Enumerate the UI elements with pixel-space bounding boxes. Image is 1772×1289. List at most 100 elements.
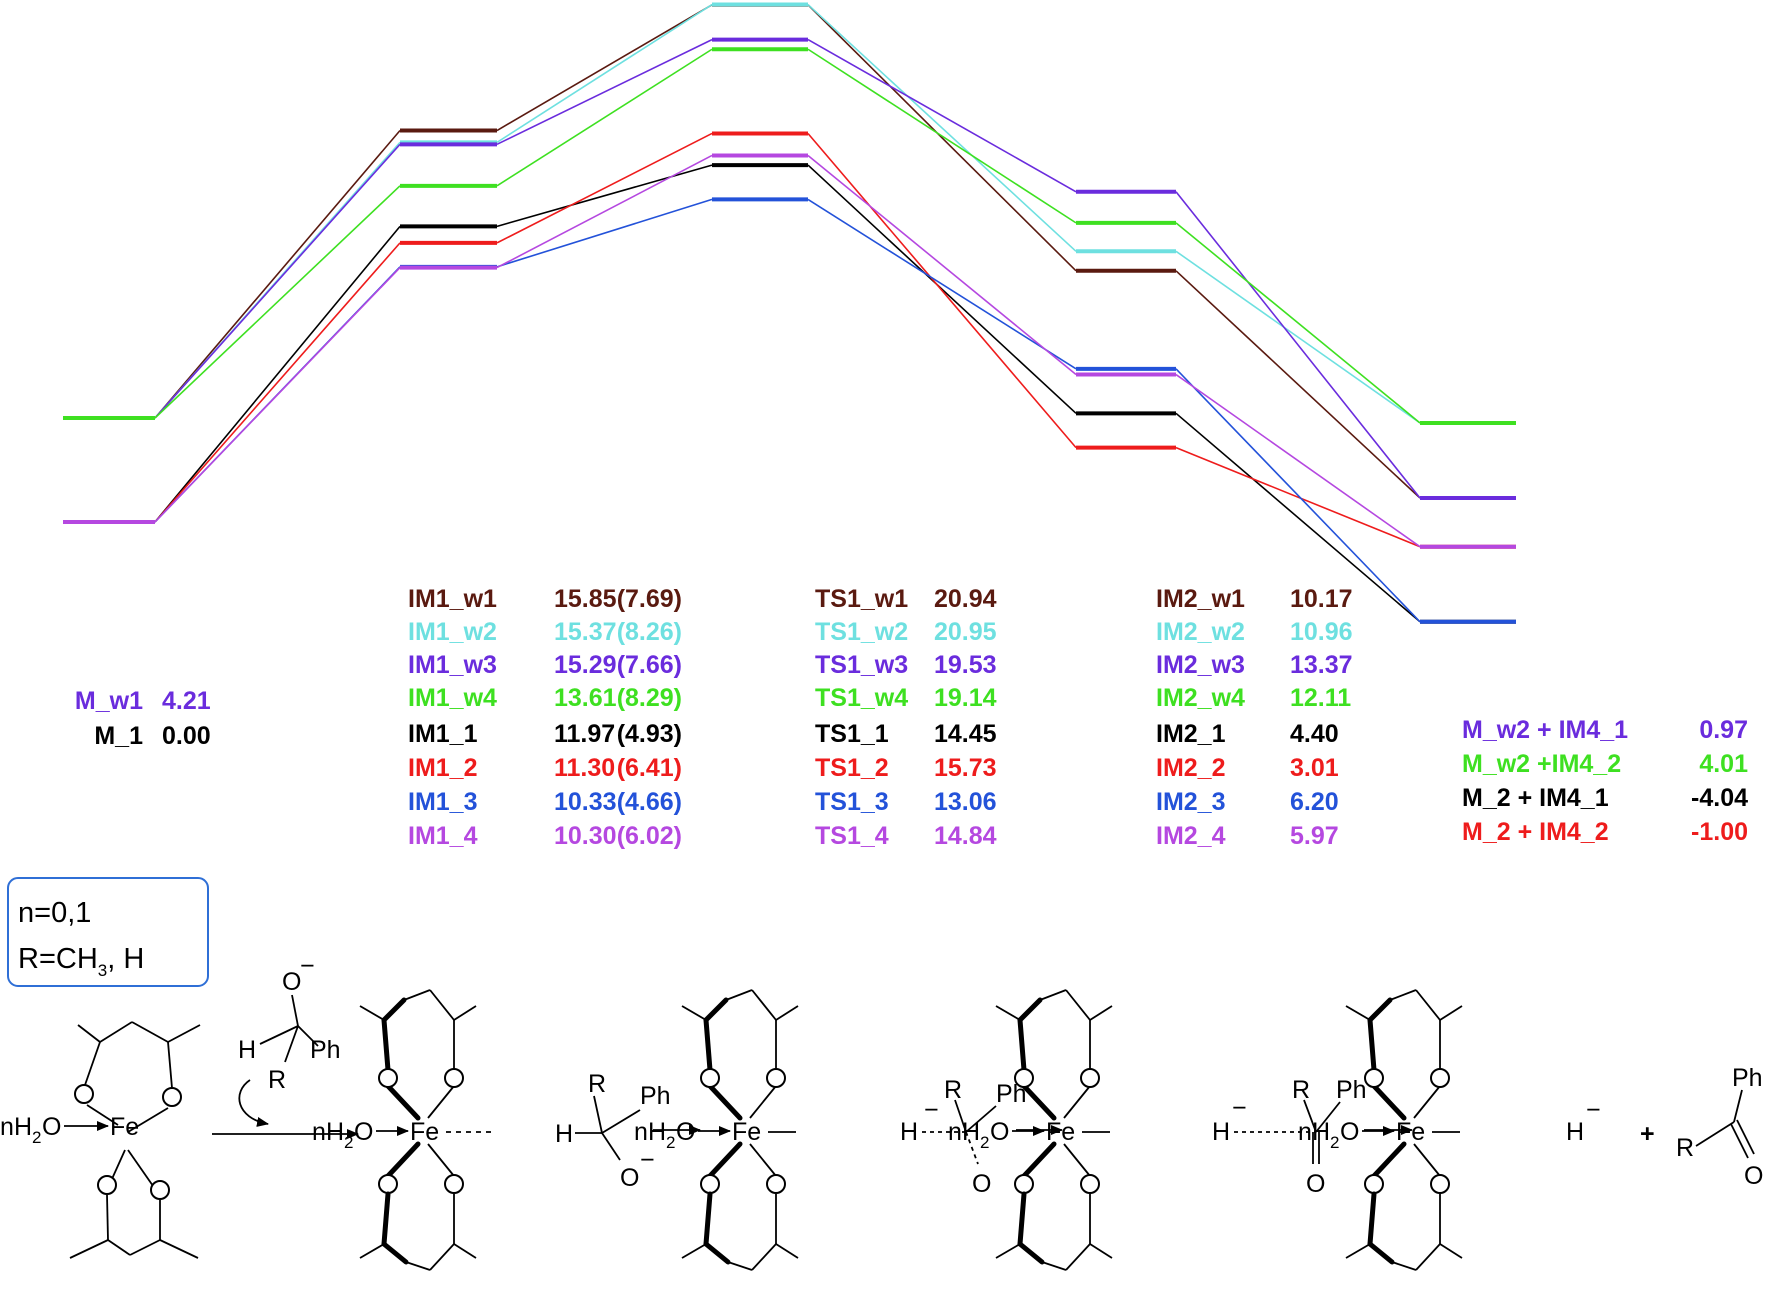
scheme-complexes: n H 2 O Fe n H 2 O Fe n H 2 O Fe n H 2 O Fe bbox=[312, 989, 1463, 1271]
structure-ts1-substrate: H − R Ph O bbox=[900, 1076, 1027, 1198]
svg-text:2: 2 bbox=[666, 1133, 675, 1152]
label-ts1-value: 20.94 bbox=[934, 585, 997, 613]
structure-m-complex: n H 2 O Fe bbox=[0, 1021, 201, 1259]
svg-text:H: H bbox=[648, 1118, 666, 1146]
label-im2-name: IM2_4 bbox=[1156, 822, 1226, 850]
structure-im2-substrate: H − R Ph O bbox=[1212, 1076, 1367, 1198]
label-ts1-name: TS1_3 bbox=[815, 788, 889, 816]
structure-product: H − + R Ph O bbox=[1566, 1064, 1763, 1190]
svg-text:O: O bbox=[1744, 1162, 1763, 1190]
connector-p4-1 bbox=[496, 154, 713, 269]
connector-p4-2 bbox=[807, 154, 1077, 376]
svg-text:O: O bbox=[1340, 1118, 1359, 1146]
connector-w2-1 bbox=[496, 3, 713, 144]
label-im1-value: 13.61 bbox=[554, 684, 617, 712]
svg-text:R: R bbox=[588, 1070, 606, 1098]
svg-text:H: H bbox=[14, 1113, 32, 1141]
label-ts1-value: 14.84 bbox=[934, 822, 997, 850]
label-im1-paren: (8.29) bbox=[617, 684, 682, 712]
structure-alkoxide-reactant: O − H Ph R bbox=[238, 952, 341, 1127]
label-ts1-name: TS1_4 bbox=[815, 822, 889, 850]
svg-text:O: O bbox=[1306, 1170, 1325, 1198]
label-im1-name: IM1_1 bbox=[408, 720, 478, 748]
label-ts1-name: TS1_w1 bbox=[815, 585, 908, 613]
label-m-value: 4.21 bbox=[162, 687, 211, 715]
svg-text:H: H bbox=[900, 1118, 918, 1146]
label-im1-paren: (4.93) bbox=[617, 720, 682, 748]
label-im1-name: IM1_w3 bbox=[408, 651, 497, 679]
label-im1-name: IM1_w2 bbox=[408, 618, 497, 646]
label-ts1-name: TS1_w4 bbox=[815, 684, 908, 712]
label-im1-value: 11.30 bbox=[554, 754, 615, 782]
label-im2-value: 10.17 bbox=[1290, 585, 1353, 613]
label-ts1-value: 13.06 bbox=[934, 788, 997, 816]
label-product-name: M_2 + IM4_2 bbox=[1462, 818, 1609, 846]
connector-w4-0 bbox=[154, 185, 401, 419]
label-im1-value: 15.85 bbox=[554, 585, 617, 613]
label-im1-value: 10.33 bbox=[554, 788, 617, 816]
label-im2-name: IM2_3 bbox=[1156, 788, 1225, 816]
substituent-note-box: n=0,1 R=CH3, H bbox=[7, 877, 209, 987]
label-m-value: 0.00 bbox=[162, 722, 211, 750]
svg-text:Fe: Fe bbox=[410, 1118, 439, 1146]
label-im1-paren: (4.66) bbox=[617, 788, 682, 816]
label-im1-paren: (6.02) bbox=[617, 822, 682, 850]
label-im2-name: IM2_2 bbox=[1156, 754, 1225, 782]
label-ts1-name: TS1_1 bbox=[815, 720, 889, 748]
svg-text:Fe: Fe bbox=[1046, 1118, 1075, 1146]
label-im1-value: 15.37 bbox=[554, 618, 617, 646]
svg-text:R: R bbox=[1292, 1076, 1310, 1104]
connector-p4-3 bbox=[1175, 373, 1421, 548]
svg-text:n: n bbox=[312, 1118, 326, 1146]
connector-p3-1 bbox=[496, 198, 713, 268]
label-im1-value: 11.97 bbox=[554, 720, 615, 748]
label-im2-name: IM2_w1 bbox=[1156, 585, 1245, 613]
svg-text:O: O bbox=[42, 1113, 61, 1141]
svg-text:2: 2 bbox=[1330, 1133, 1339, 1152]
connector-w3-0 bbox=[154, 143, 401, 419]
connector-w1-2 bbox=[807, 4, 1077, 272]
svg-text:2: 2 bbox=[344, 1133, 353, 1152]
svg-text:O: O bbox=[676, 1118, 695, 1146]
label-im1-name: IM1_w1 bbox=[408, 585, 497, 613]
connector-p2-2 bbox=[807, 132, 1077, 449]
label-im2-name: IM2_w4 bbox=[1156, 684, 1245, 712]
label-im2-value: 6.20 bbox=[1290, 788, 1339, 816]
connector-p2-1 bbox=[496, 132, 713, 244]
label-m-name: M_w1 bbox=[75, 687, 143, 715]
connector-p3-3 bbox=[1175, 368, 1421, 623]
connector-w1-1 bbox=[496, 4, 713, 132]
svg-text:H: H bbox=[1566, 1118, 1584, 1146]
label-im2-value: 13.37 bbox=[1290, 651, 1353, 679]
svg-text:Ph: Ph bbox=[1732, 1064, 1763, 1092]
svg-text:O: O bbox=[354, 1118, 373, 1146]
connector-w4-2 bbox=[807, 48, 1077, 224]
connector-p3-2 bbox=[807, 198, 1077, 370]
label-im2-name: IM2_1 bbox=[1156, 720, 1226, 748]
connector-p1-1 bbox=[496, 164, 713, 228]
label-im1-name: IM1_4 bbox=[408, 822, 478, 850]
connector-p1-0 bbox=[154, 225, 401, 523]
label-ts1-value: 14.45 bbox=[934, 720, 997, 748]
label-im2-name: IM2_w3 bbox=[1156, 651, 1245, 679]
svg-text:H: H bbox=[326, 1118, 344, 1146]
svg-text:H: H bbox=[238, 1036, 256, 1064]
note-r-values: R=CH3, H bbox=[18, 943, 144, 980]
label-product-value: -1.00 bbox=[1691, 818, 1748, 846]
label-product-name: M_2 + IM4_1 bbox=[1462, 784, 1609, 812]
label-im1-value: 10.30 bbox=[554, 822, 617, 850]
connector-w4-1 bbox=[496, 48, 713, 187]
connector-p1-3 bbox=[1175, 412, 1421, 623]
connector-w3-3 bbox=[1175, 191, 1421, 499]
svg-text:Fe: Fe bbox=[732, 1118, 761, 1146]
connector-p1-2 bbox=[807, 164, 1077, 414]
label-ts1-name: TS1_w3 bbox=[815, 651, 908, 679]
connector-w3-2 bbox=[807, 38, 1077, 193]
label-ts1-name: TS1_2 bbox=[815, 754, 889, 782]
svg-text:Fe: Fe bbox=[1396, 1118, 1425, 1146]
svg-text:Ph: Ph bbox=[310, 1036, 341, 1064]
label-im1-name: IM1_2 bbox=[408, 754, 477, 782]
label-im2-value: 4.40 bbox=[1290, 720, 1339, 748]
label-ts1-value: 20.95 bbox=[934, 618, 997, 646]
connector-w1-3 bbox=[1175, 270, 1421, 499]
